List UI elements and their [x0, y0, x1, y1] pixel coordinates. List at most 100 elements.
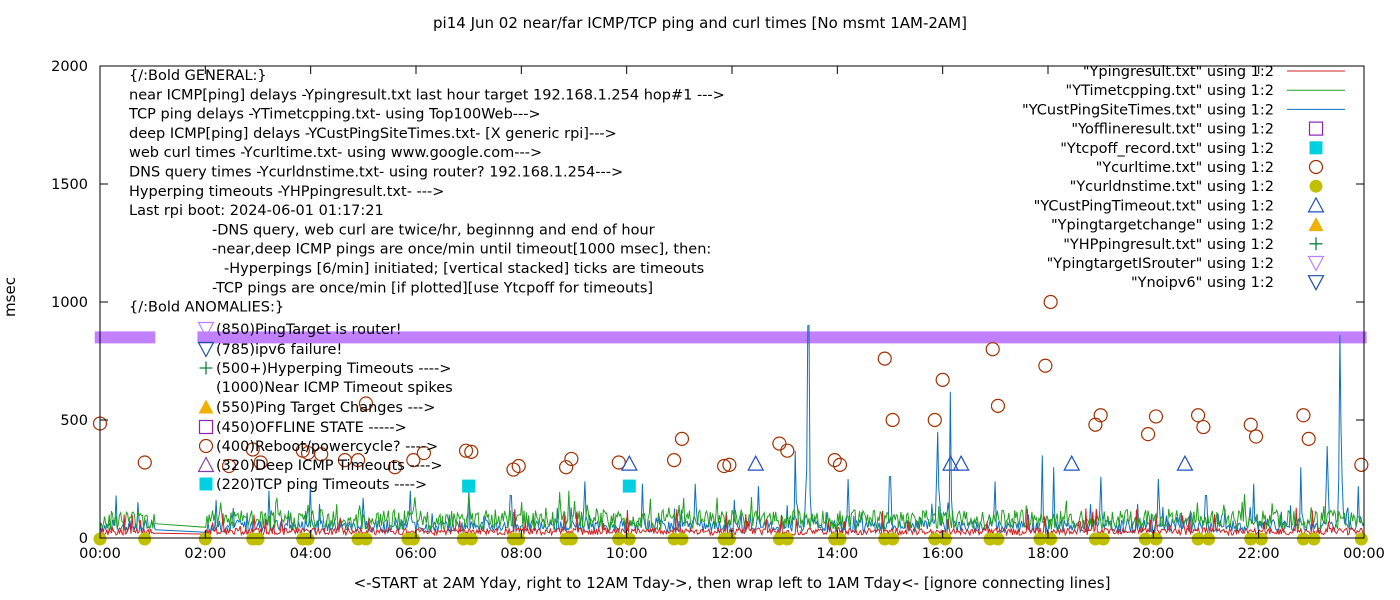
tcpoff-point-0	[462, 479, 476, 493]
legend-label-5: "Ycurltime.txt" using 1:2	[1096, 160, 1274, 176]
curl-point-30	[885, 412, 900, 428]
curl-point-2	[221, 458, 237, 474]
legend-label-10: "YpingtargetISrouter" using 1:2	[1047, 256, 1274, 272]
anomaly-label-1: (785)ipv6 failure!	[216, 342, 342, 358]
x-tick-label-0: 00:00	[79, 546, 121, 562]
curl-point-45	[1296, 408, 1311, 423]
y-tick-label-2: 1000	[51, 295, 88, 311]
router-band-0	[94, 331, 156, 344]
chart-title: pi14 Jun 02 near/far ICMP/TCP ping and c…	[433, 14, 967, 32]
note-line-6: Hyperping timeouts -YHPpingresult.txt- -…	[129, 184, 444, 200]
plot-marks	[92, 294, 1369, 546]
dns-point-43	[1296, 532, 1310, 546]
anomaly-symbol-0	[197, 321, 215, 338]
tcpoff-point-1	[622, 479, 636, 493]
x-tick-label-11: 22:00	[1238, 546, 1280, 562]
dns-point-32	[991, 532, 1005, 546]
anomaly-symbol-1	[197, 341, 215, 358]
curl-point-26	[780, 443, 795, 458]
curl-point-36	[1043, 294, 1058, 310]
dns-point-12	[464, 532, 478, 546]
y-tick-label-0: 0	[79, 531, 88, 547]
x-tick-label-10: 20:00	[1132, 546, 1174, 562]
deep-timeout-1	[747, 454, 765, 471]
curl-point-13	[416, 445, 431, 461]
legend: "Ypingresult.txt" using 1:2 "YTimetcpping…	[1022, 64, 1345, 291]
dns-point-17	[612, 532, 626, 546]
anomaly-label-2: (500+)Hyperping Timeouts ---->	[216, 361, 451, 377]
curl-point-25	[772, 436, 787, 451]
x-tick-label-2: 04:00	[290, 546, 332, 562]
curl-point-21	[666, 453, 682, 468]
x-tick-label-5: 10:00	[606, 546, 648, 562]
legend-symbol-4	[1309, 141, 1323, 155]
curl-point-44	[1248, 429, 1264, 444]
dns-point-44	[1307, 532, 1321, 546]
dns-point-0	[93, 532, 107, 546]
legend-label-8: "Ypingtargetchange" using 1:2	[1051, 218, 1274, 234]
curl-point-42	[1196, 419, 1211, 435]
legend-label-2: "YCustPingSiteTimes.txt" using 1:2	[1022, 102, 1274, 118]
curl-point-24	[722, 457, 737, 472]
note-line-2: TCP ping delays -YTimetcpping.txt- using…	[128, 107, 541, 123]
note-line-8: -DNS query, web curl are twice/hr, begin…	[212, 222, 655, 238]
anomaly-symbol-2	[199, 361, 213, 375]
dns-point-37	[1138, 532, 1152, 546]
curl-point-31	[927, 412, 942, 428]
y-tick-label-3: 1500	[51, 177, 88, 193]
note-line-3: deep ICMP[ping] delays -YCustPingSiteTim…	[129, 126, 617, 142]
curl-point-4	[253, 455, 268, 470]
curl-point-46	[1301, 431, 1316, 446]
dns-point-4	[251, 532, 265, 546]
dns-point-34	[1044, 532, 1058, 546]
curl-point-11	[387, 460, 403, 475]
dns-point-41	[1244, 532, 1258, 546]
curl-point-40	[1148, 409, 1164, 424]
y-tick-label-4: 2000	[51, 59, 88, 75]
dns-point-24	[780, 532, 794, 546]
note-line-12: {/:Bold ANOMALIES:}	[129, 300, 284, 316]
x-tick-label-12: 00:00	[1343, 546, 1385, 562]
legend-label-4: "Ytcpoff_record.txt" using 1:2	[1060, 141, 1274, 157]
note-line-10: -Hyperpings [6/min] initiated; [vertical…	[224, 261, 704, 277]
dns-point-42	[1254, 532, 1268, 546]
curl-point-27	[827, 453, 842, 468]
dns-point-14	[512, 532, 526, 546]
dns-point-29	[928, 532, 942, 546]
anomaly-symbol-7	[197, 456, 215, 473]
x-tick-label-7: 14:00	[816, 546, 858, 562]
legend-label-6: "Ycurldnstime.txt" using 1:2	[1070, 179, 1274, 195]
deep-timeout-5	[1176, 454, 1194, 471]
curl-point-7	[314, 447, 329, 462]
legend-symbol-10	[1307, 255, 1325, 272]
legend-label-9: "YHPpingresult.txt" using 1:2	[1063, 237, 1274, 253]
deep-timeout-4	[1063, 454, 1081, 471]
curl-point-22	[674, 431, 690, 446]
series-line-1	[99, 490, 1365, 531]
dns-point-1	[138, 532, 152, 546]
x-tick-label-1: 02:00	[184, 546, 226, 562]
note-line-4: web curl times -Ycurltime.txt- using www…	[129, 145, 542, 161]
curl-point-34	[990, 398, 1006, 413]
anomaly-label-0: (850)PingTarget is router!	[216, 322, 402, 338]
x-tick-label-6: 12:00	[711, 546, 753, 562]
dns-point-8	[359, 532, 373, 546]
curl-point-17	[511, 458, 526, 474]
curl-point-39	[1140, 427, 1156, 442]
curl-point-9	[350, 453, 366, 468]
anomaly-label-3: (1000)Near ICMP Timeout spikes	[216, 380, 453, 396]
note-line-0: {/:Bold GENERAL:}	[129, 68, 267, 84]
dns-point-18	[622, 532, 636, 546]
curl-point-28	[832, 457, 848, 472]
legend-symbol-5	[1308, 159, 1324, 175]
dns-point-36	[1096, 532, 1110, 546]
x-tick-label-8: 16:00	[922, 546, 964, 562]
anomaly-symbol-6	[198, 438, 214, 454]
x-tick-label-3: 06:00	[395, 546, 437, 562]
note-line-7: Last rpi boot: 2024-06-01 01:17:21	[129, 203, 384, 219]
legend-symbol-3	[1308, 121, 1324, 136]
legend-symbol-7	[1307, 196, 1325, 213]
anomalies-block: (850)PingTarget is router! (785)ipv6 fail…	[197, 321, 453, 493]
dns-point-30	[938, 532, 952, 546]
